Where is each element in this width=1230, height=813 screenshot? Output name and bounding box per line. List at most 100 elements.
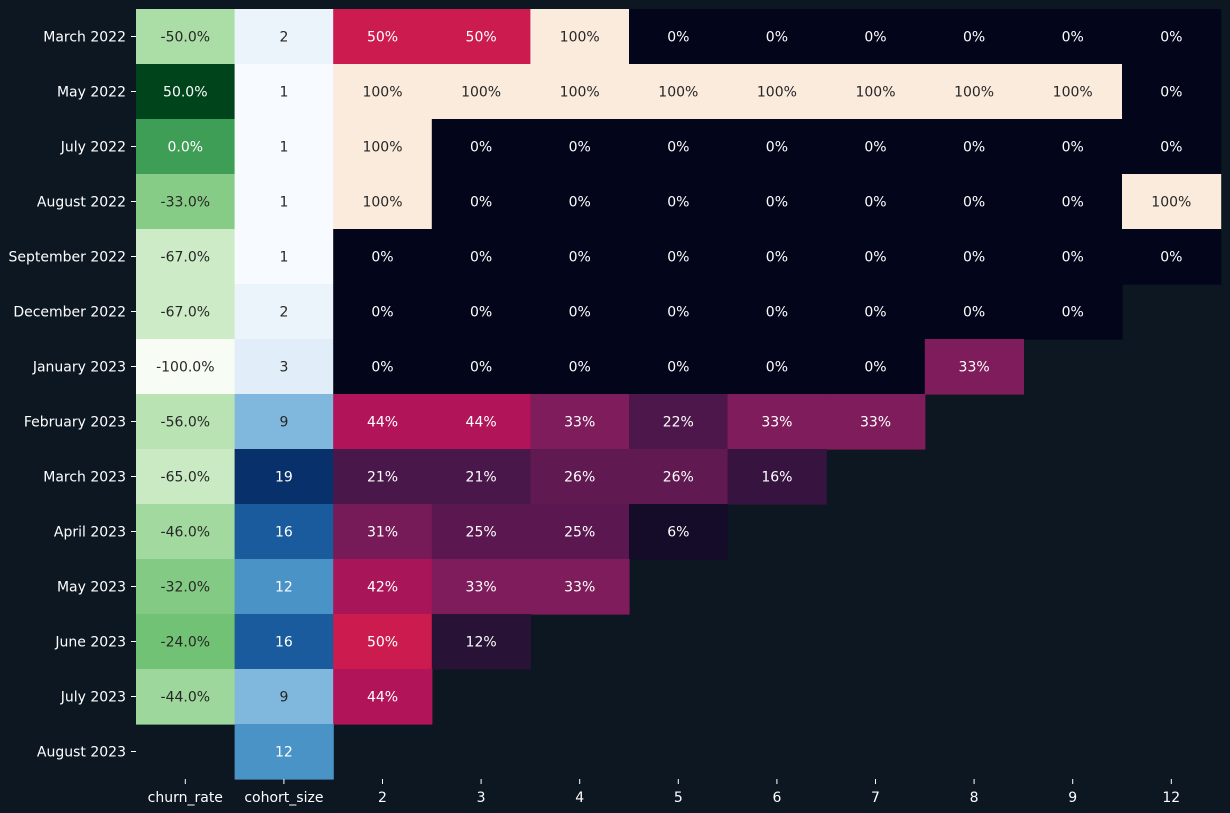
cell-value-label: -46.0%	[161, 525, 211, 541]
heatmap-cell	[431, 9, 531, 65]
cell-value-label: 0%	[864, 195, 886, 211]
cell-value-label: 0%	[569, 140, 591, 156]
cell-value-label: 50.0%	[163, 85, 207, 101]
cell-value-label: 50%	[367, 635, 398, 651]
cell-value-label: -33.0%	[161, 195, 211, 211]
heatmap-cell	[530, 504, 630, 560]
cell-value-label: 0%	[864, 305, 886, 321]
cell-value-label: 26%	[564, 470, 595, 486]
cell-value-label: 21%	[367, 470, 398, 486]
heatmap-cell	[431, 64, 531, 120]
heatmap-cell	[826, 284, 926, 340]
cell-value-label: 0%	[569, 250, 591, 266]
heatmap-cell	[333, 559, 433, 615]
heatmap-cell	[727, 449, 827, 505]
heatmap-cell	[333, 394, 433, 450]
row-tick-label: March 2022	[43, 30, 126, 46]
heatmap-cell	[1122, 9, 1222, 65]
heatmap-cell	[333, 174, 433, 230]
heatmap-cells: -50.0% 2 50% 50% 100% 0% 0% 0% 0% 0% 0% 50.0% 1 100% 1…	[136, 9, 1222, 780]
cell-value-label: 0%	[569, 360, 591, 376]
cell-value-label: 9	[279, 690, 288, 706]
heatmap-cell	[333, 504, 433, 560]
heatmap-cell	[234, 614, 334, 670]
cell-value-label: -56.0%	[161, 415, 211, 431]
cell-value-label: 0%	[766, 140, 788, 156]
heatmap-cell	[136, 284, 236, 340]
heatmap-cell	[629, 284, 729, 340]
cell-value-label: 0%	[1062, 195, 1084, 211]
cell-value-label: 0%	[963, 30, 985, 46]
cell-value-label: 33%	[959, 360, 990, 376]
heatmap-cell	[234, 394, 334, 450]
cell-value-label: 33%	[860, 415, 891, 431]
cell-value-label: 19	[275, 470, 293, 486]
heatmap-cell	[629, 9, 729, 65]
cell-value-label: -67.0%	[161, 305, 211, 321]
heatmap-cell	[530, 9, 630, 65]
heatmap-cell	[234, 229, 334, 285]
column-tick-labels: churn_rate cohort_size 2 3 4 5 6 7 8 9 12	[148, 779, 1180, 806]
cell-value-label: 0%	[667, 195, 689, 211]
row-tick-label: July 2022	[60, 140, 126, 156]
heatmap-cell	[234, 64, 334, 120]
heatmap-cell	[333, 614, 433, 670]
cell-value-label: 0%	[1160, 140, 1182, 156]
heatmap-cell	[924, 174, 1024, 230]
cell-value-label: 100%	[1053, 85, 1093, 101]
heatmap-cell	[1023, 284, 1123, 340]
heatmap-cell	[431, 614, 531, 670]
heatmap-cell	[136, 229, 236, 285]
cell-value-label: 0%	[1160, 250, 1182, 266]
cell-value-label: 100%	[560, 30, 600, 46]
cell-value-label: 0%	[667, 140, 689, 156]
heatmap-cell	[826, 174, 926, 230]
cell-value-label: 100%	[658, 85, 698, 101]
heatmap-cell	[530, 559, 630, 615]
cell-value-label: 42%	[367, 580, 398, 596]
cell-value-label: 44%	[367, 690, 398, 706]
heatmap-cell	[136, 449, 236, 505]
cell-value-label: 100%	[855, 85, 895, 101]
column-tick-label: 8	[970, 790, 979, 806]
column-tick-label: 5	[674, 790, 683, 806]
heatmap-cell	[1122, 229, 1222, 285]
column-tick-label: churn_rate	[148, 790, 223, 806]
cell-value-label: 50%	[466, 30, 497, 46]
cell-value-label: 0%	[1062, 140, 1084, 156]
row-tick-label: June 2023	[54, 635, 126, 651]
heatmap-cell	[431, 394, 531, 450]
heatmap-cell	[826, 229, 926, 285]
heatmap-cell	[234, 669, 334, 725]
heatmap-cell	[924, 64, 1024, 120]
heatmap-cell	[1023, 174, 1123, 230]
cell-value-label: 0%	[1062, 305, 1084, 321]
row-tick-label: May 2023	[57, 580, 126, 596]
column-tick-label: 2	[378, 790, 387, 806]
heatmap-cell	[234, 724, 334, 780]
heatmap-cell	[826, 119, 926, 175]
heatmap-cell	[333, 64, 433, 120]
cell-value-label: 33%	[466, 580, 497, 596]
cell-value-label: 0%	[963, 195, 985, 211]
column-tick-label: 4	[575, 790, 584, 806]
heatmap-cell	[629, 119, 729, 175]
heatmap-cell	[826, 64, 926, 120]
heatmap-cell	[530, 339, 630, 395]
heatmap-cell	[136, 394, 236, 450]
cell-value-label: 31%	[367, 525, 398, 541]
row-tick-label: September 2022	[9, 250, 126, 266]
heatmap-cell	[1023, 64, 1123, 120]
heatmap-cell	[234, 449, 334, 505]
cell-value-label: 0%	[470, 195, 492, 211]
cell-value-label: 0%	[766, 250, 788, 266]
heatmap-cell	[1122, 119, 1222, 175]
heatmap-cell	[924, 9, 1024, 65]
cell-value-label: 0%	[766, 195, 788, 211]
cell-value-label: 100%	[461, 85, 501, 101]
heatmap-cell	[136, 119, 236, 175]
heatmap-cell	[333, 669, 433, 725]
row-tick-label: July 2023	[60, 690, 126, 706]
heatmap-cell	[1023, 229, 1123, 285]
